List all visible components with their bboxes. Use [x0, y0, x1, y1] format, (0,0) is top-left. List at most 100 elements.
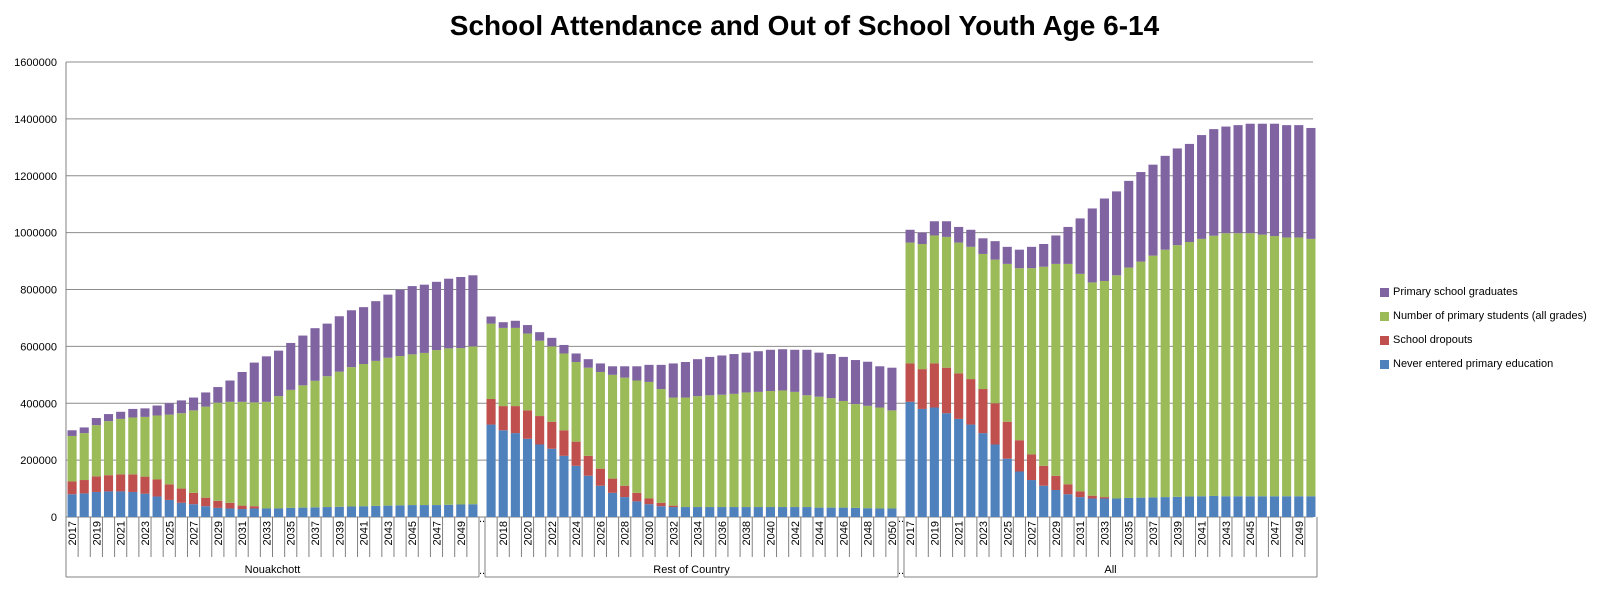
- bar-never-all-2031: [1075, 497, 1085, 517]
- x-tick-label: 2037: [310, 521, 322, 545]
- bar-students-rest-of-country-2032: [668, 397, 678, 506]
- bar-students-all-2032: [1087, 282, 1097, 496]
- bar-never-rest-of-country-2037: [729, 507, 739, 517]
- x-tick-label: 2049: [456, 521, 468, 545]
- bar-dropouts-all-2018: [917, 369, 927, 409]
- x-tick-label: 2029: [1051, 521, 1063, 545]
- bar-never-rest-of-country-2031: [656, 506, 666, 517]
- bar-students-all-2017: [905, 242, 915, 364]
- x-tick-label: 2048: [863, 521, 875, 545]
- bar-dropouts-nouakchott-2025: [164, 484, 174, 500]
- bar-never-rest-of-country-2050: [887, 508, 897, 517]
- bar-graduates-nouakchott-2030: [225, 380, 235, 402]
- bar-never-all-2033: [1099, 498, 1109, 517]
- bar-students-rest-of-country-2047: [850, 404, 861, 508]
- bar-graduates-nouakchott-2046: [419, 284, 429, 353]
- bar-graduates-nouakchott-2017: [67, 430, 77, 436]
- bar-students-all-2021: [954, 242, 964, 374]
- bar-never-nouakchott-2047: [431, 505, 442, 517]
- bar-students-nouakchott-2035: [286, 389, 296, 508]
- bar-students-all-2044: [1233, 233, 1243, 497]
- bar-graduates-nouakchott-2024: [152, 405, 162, 416]
- bar-students-rest-of-country-2018: [498, 327, 508, 407]
- bar-students-all-2031: [1075, 273, 1085, 492]
- bar-dropouts-all-2032: [1087, 495, 1097, 499]
- bar-graduates-nouakchott-2043: [383, 294, 393, 358]
- bar-never-rest-of-country-2023: [559, 455, 569, 517]
- bar-graduates-rest-of-country-2029: [632, 366, 642, 381]
- bar-never-nouakchott-2045: [407, 505, 417, 517]
- x-tick-label: 2033: [1099, 521, 1111, 545]
- bar-students-rest-of-country-2049: [875, 407, 885, 509]
- bar-students-nouakchott-2026: [176, 413, 186, 489]
- bar-graduates-all-2046: [1257, 123, 1267, 235]
- x-tick-label: 2027: [189, 521, 201, 545]
- bar-graduates-rest-of-country-2023: [559, 344, 569, 354]
- bar-graduates-nouakchott-2039: [334, 316, 344, 372]
- bar-students-all-2050: [1306, 238, 1316, 497]
- bar-never-rest-of-country-2018: [498, 430, 508, 517]
- bar-students-rest-of-country-2040: [765, 391, 776, 508]
- bar-graduates-all-2037: [1148, 164, 1158, 256]
- bar-students-rest-of-country-2022: [547, 346, 557, 422]
- bar-never-nouakchott-2022: [128, 491, 138, 517]
- bar-never-rest-of-country-2020: [522, 438, 533, 517]
- bar-graduates-nouakchott-2048: [444, 278, 454, 349]
- bar-students-rest-of-country-2024: [571, 362, 581, 442]
- bar-never-all-2027: [1026, 480, 1037, 517]
- bar-graduates-nouakchott-2033: [261, 356, 271, 402]
- bar-never-rest-of-country-2030: [644, 504, 654, 517]
- bar-students-nouakchott-2033: [261, 401, 271, 509]
- bar-dropouts-nouakchott-2032: [249, 506, 259, 509]
- bar-graduates-rest-of-country-2048: [863, 361, 873, 406]
- bar-students-nouakchott-2039: [334, 371, 344, 507]
- bar-dropouts-all-2023: [978, 389, 988, 434]
- bar-never-nouakchott-2048: [444, 504, 454, 517]
- bar-graduates-rest-of-country-2042: [790, 349, 800, 392]
- group-separator-label: ..: [898, 565, 904, 577]
- bar-never-all-2034: [1112, 498, 1122, 517]
- bar-never-all-2039: [1172, 496, 1182, 517]
- x-tick-label: 2023: [140, 521, 152, 545]
- bar-students-nouakchott-2031: [237, 401, 247, 506]
- bar-never-rest-of-country-2029: [632, 501, 642, 517]
- bar-dropouts-nouakchott-2031: [237, 505, 247, 510]
- x-tick-label: 2030: [644, 521, 656, 545]
- x-tick-label: 2043: [1221, 521, 1233, 545]
- bar-students-nouakchott-2045: [407, 354, 417, 506]
- bar-graduates-all-2021: [954, 226, 964, 243]
- x-tick-label: 2025: [1002, 521, 1014, 545]
- bar-students-nouakchott-2040: [346, 367, 357, 507]
- bar-graduates-nouakchott-2038: [322, 323, 332, 377]
- bar-graduates-all-2025: [1002, 246, 1012, 264]
- bar-never-all-2029: [1051, 489, 1061, 517]
- bar-never-rest-of-country-2022: [547, 448, 557, 517]
- x-tick-label: 2042: [790, 521, 802, 545]
- bar-graduates-rest-of-country-2041: [778, 349, 788, 391]
- bar-dropouts-rest-of-country-2032: [668, 505, 678, 508]
- bar-students-rest-of-country-2020: [522, 333, 533, 411]
- bar-graduates-all-2027: [1026, 246, 1037, 269]
- bar-graduates-nouakchott-2035: [286, 342, 296, 390]
- bar-graduates-all-2031: [1075, 218, 1085, 274]
- bar-never-rest-of-country-2044: [814, 507, 824, 517]
- bar-students-all-2034: [1112, 275, 1122, 499]
- x-tick-label: 2047: [1269, 521, 1281, 545]
- bar-graduates-rest-of-country-2047: [850, 360, 861, 405]
- bar-dropouts-all-2020: [941, 367, 952, 414]
- bar-never-all-2045: [1245, 496, 1255, 517]
- bar-students-all-2023: [978, 253, 988, 390]
- bar-students-all-2043: [1221, 233, 1231, 497]
- bar-never-all-2030: [1063, 494, 1073, 517]
- bar-never-nouakchott-2027: [188, 504, 199, 517]
- bar-graduates-all-2032: [1087, 208, 1097, 283]
- bar-students-all-2029: [1051, 263, 1061, 476]
- bar-never-nouakchott-2037: [310, 507, 320, 517]
- x-tick-label: 2024: [571, 521, 583, 545]
- bar-students-rest-of-country-2042: [790, 391, 800, 508]
- bar-students-rest-of-country-2038: [741, 392, 751, 508]
- bar-dropouts-nouakchott-2027: [188, 492, 199, 505]
- bar-dropouts-nouakchott-2019: [91, 476, 101, 492]
- bar-dropouts-nouakchott-2023: [140, 476, 150, 494]
- bar-dropouts-nouakchott-2026: [176, 488, 186, 503]
